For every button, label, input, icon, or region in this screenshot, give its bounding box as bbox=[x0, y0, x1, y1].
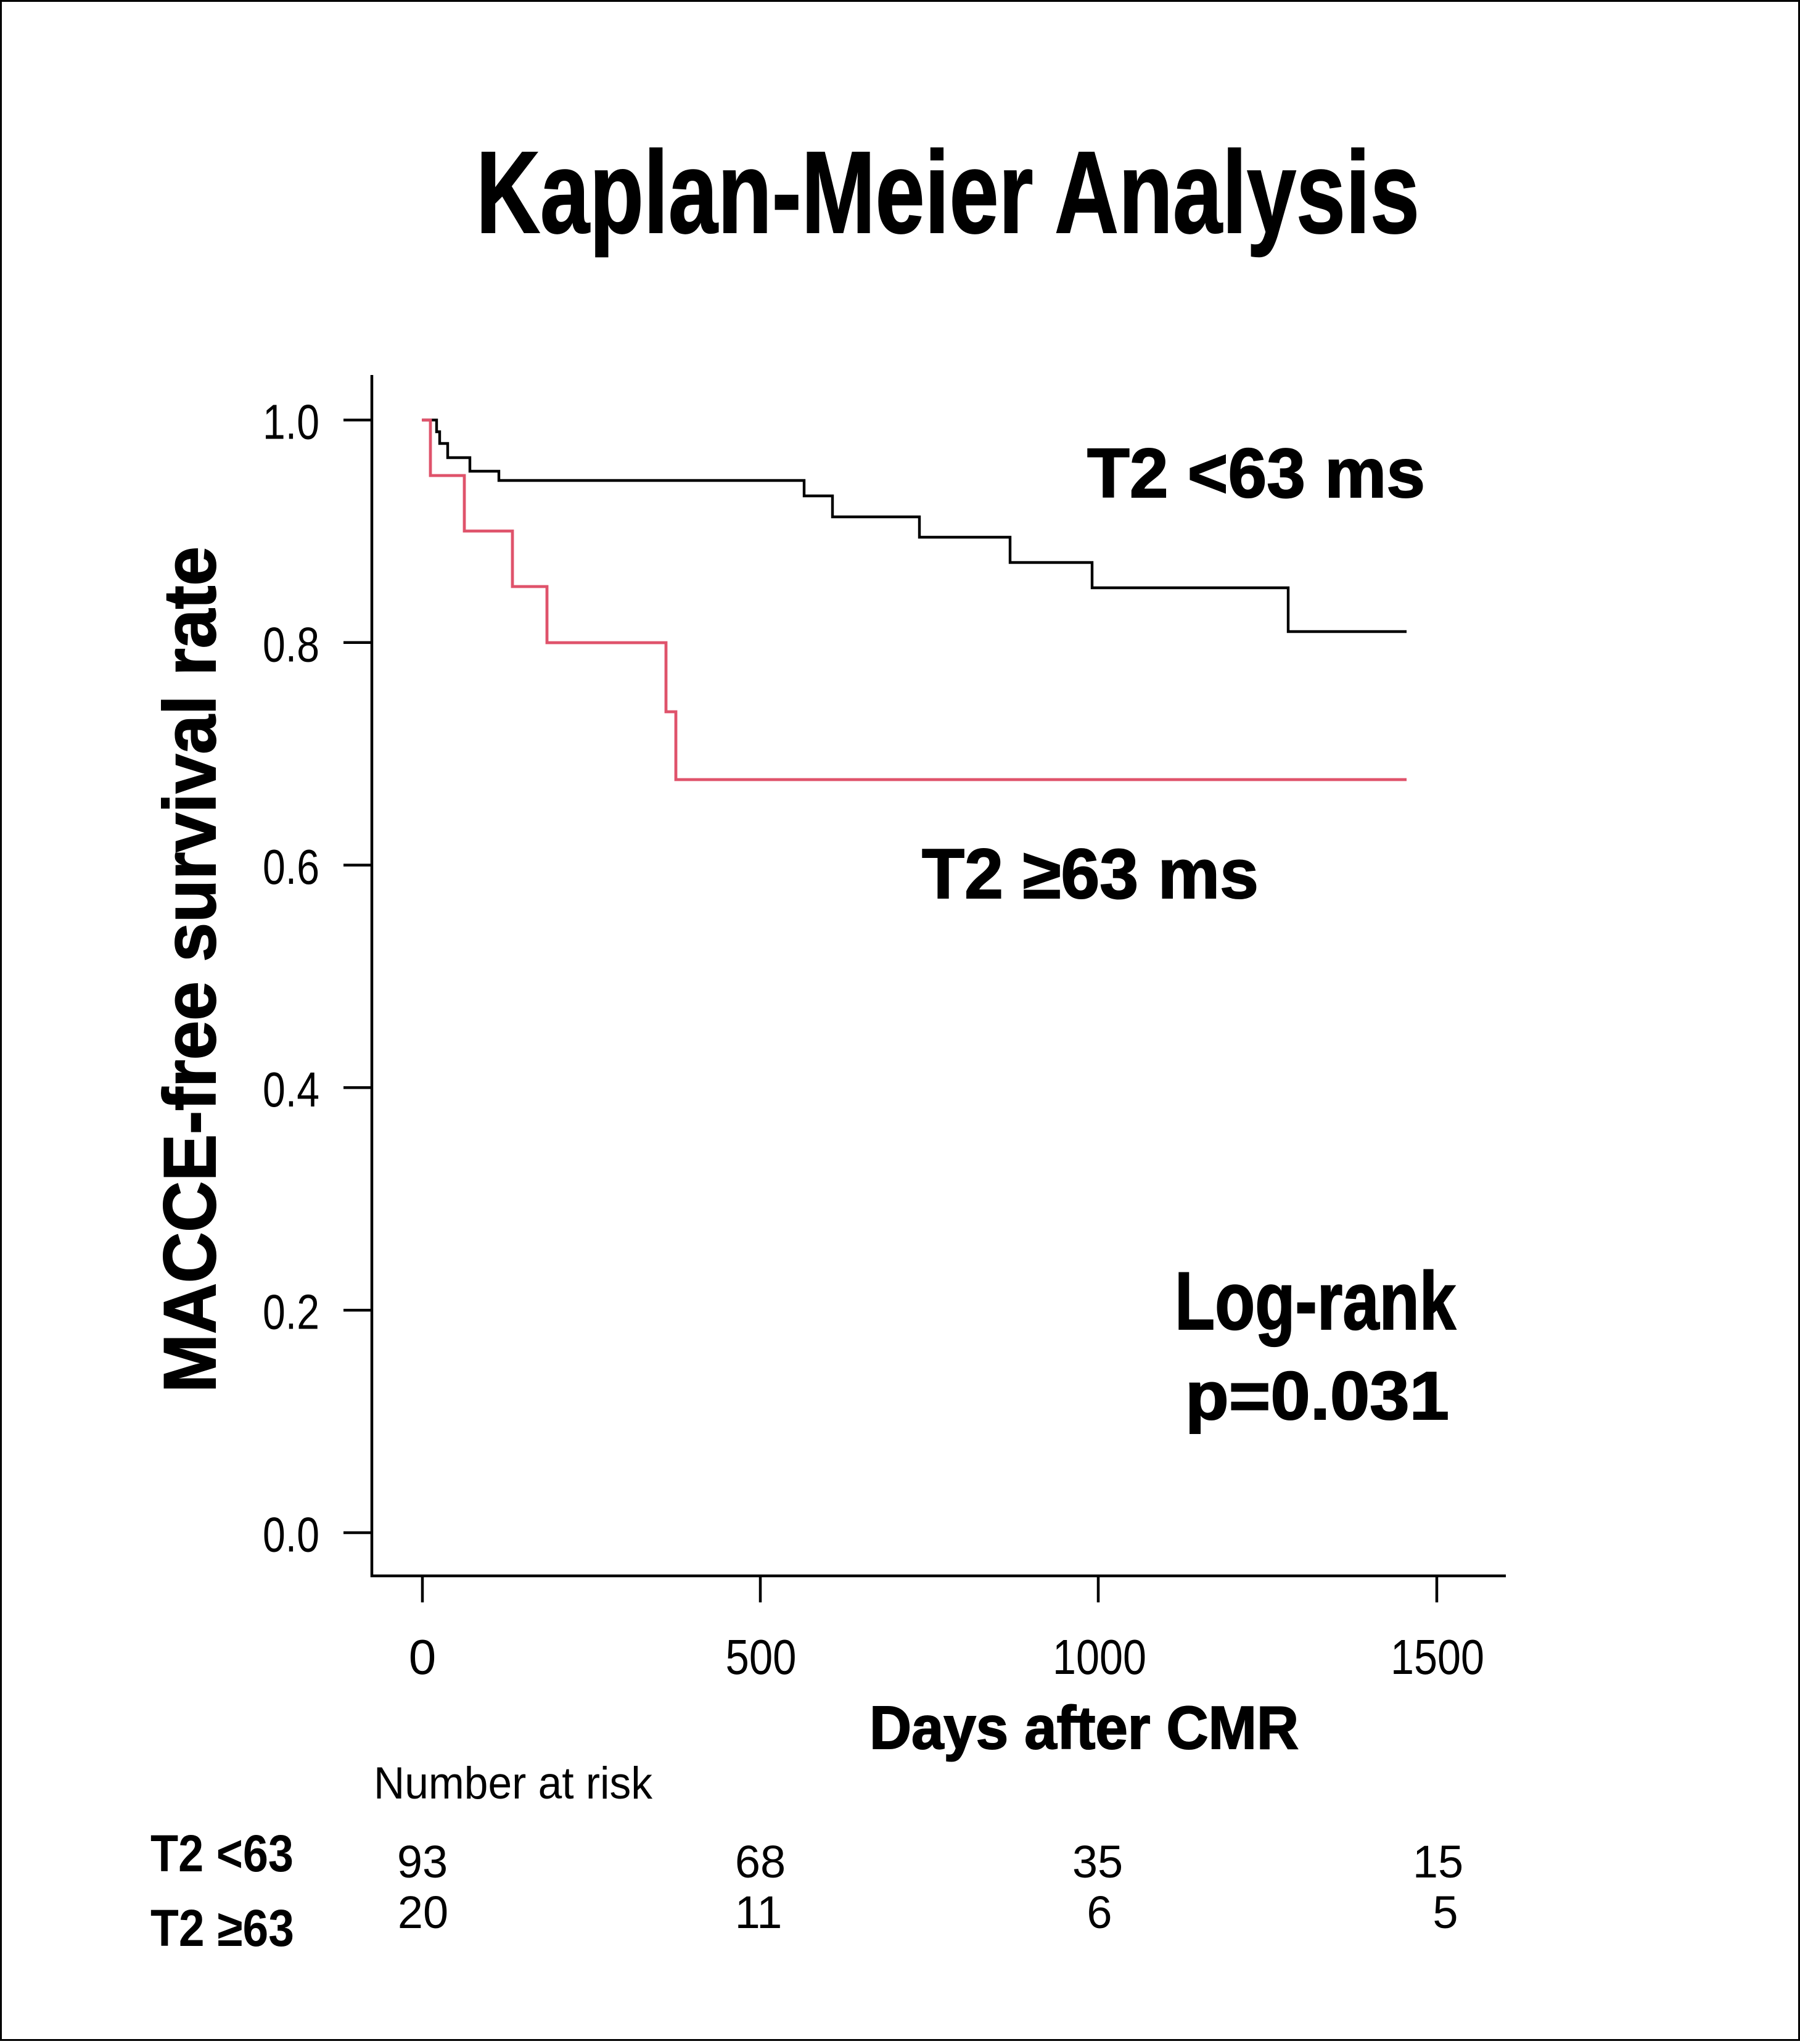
svg-text:5: 5 bbox=[1432, 1887, 1458, 1938]
svg-text:0.8: 0.8 bbox=[263, 617, 319, 672]
svg-text:Number at risk: Number at risk bbox=[374, 1758, 652, 1808]
svg-text:T2 <63: T2 <63 bbox=[150, 1824, 294, 1882]
svg-text:MACCE-free survival rate: MACCE-free survival rate bbox=[149, 546, 231, 1393]
svg-text:35: 35 bbox=[1072, 1836, 1123, 1887]
svg-text:0.0: 0.0 bbox=[263, 1507, 319, 1562]
svg-text:93: 93 bbox=[397, 1836, 448, 1887]
svg-text:68: 68 bbox=[735, 1836, 786, 1887]
svg-text:T2 <63 ms: T2 <63 ms bbox=[1087, 434, 1425, 512]
svg-text:11: 11 bbox=[735, 1887, 783, 1938]
svg-text:0.6: 0.6 bbox=[263, 839, 319, 894]
svg-text:15: 15 bbox=[1413, 1836, 1463, 1887]
svg-text:T2 ≥63 ms: T2 ≥63 ms bbox=[922, 835, 1259, 913]
svg-text:Kaplan-Meier Analysis: Kaplan-Meier Analysis bbox=[476, 128, 1420, 258]
svg-text:0.2: 0.2 bbox=[263, 1285, 319, 1340]
svg-text:0: 0 bbox=[409, 1630, 437, 1684]
svg-text:1500: 1500 bbox=[1391, 1630, 1484, 1684]
svg-text:p=0.031: p=0.031 bbox=[1185, 1358, 1449, 1434]
svg-text:20: 20 bbox=[398, 1887, 448, 1938]
svg-text:500: 500 bbox=[726, 1630, 797, 1684]
svg-text:Log-rank: Log-rank bbox=[1175, 1256, 1457, 1347]
svg-text:T2 ≥63: T2 ≥63 bbox=[150, 1899, 294, 1957]
svg-text:6: 6 bbox=[1087, 1887, 1112, 1938]
svg-text:1.0: 1.0 bbox=[263, 395, 319, 450]
svg-text:Days after CMR: Days after CMR bbox=[869, 1694, 1299, 1762]
svg-text:1000: 1000 bbox=[1053, 1630, 1146, 1684]
svg-text:0.4: 0.4 bbox=[263, 1062, 319, 1117]
